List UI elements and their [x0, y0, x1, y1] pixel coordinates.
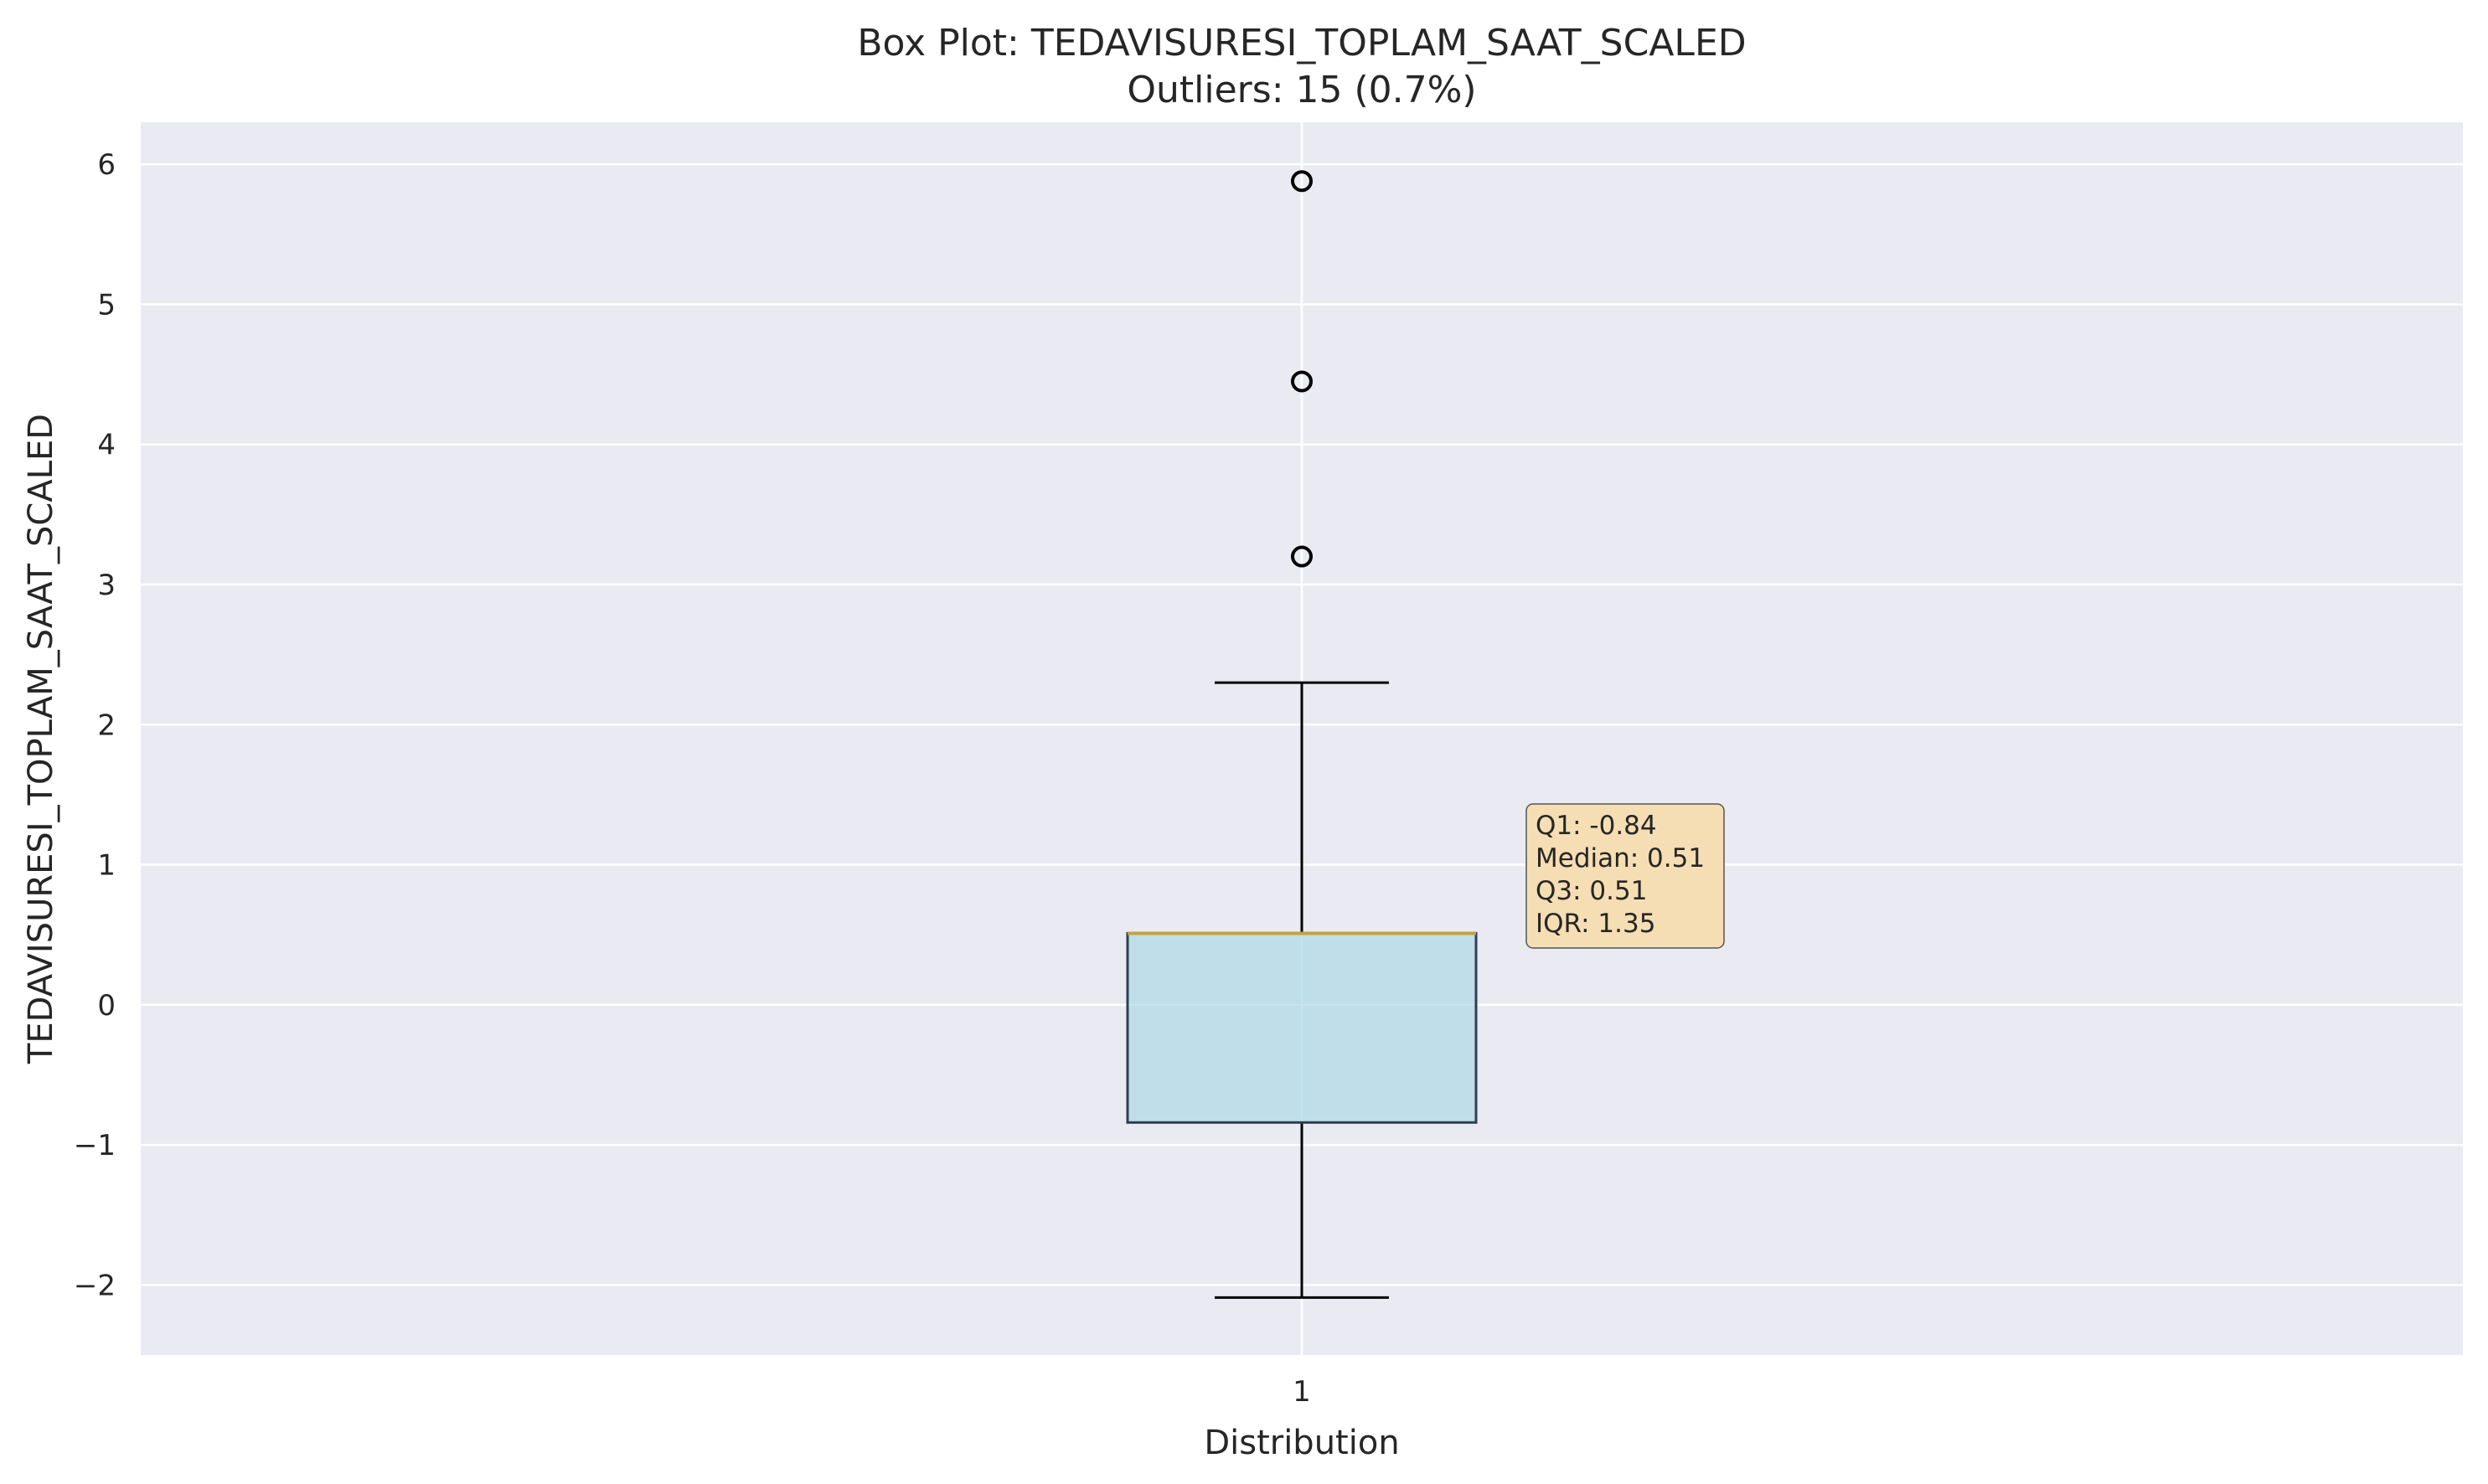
- y-tick-label: 0: [97, 989, 116, 1023]
- y-tick-label: 2: [97, 709, 116, 742]
- stats-q1: Q1: -0.84: [1536, 811, 1657, 841]
- y-tick-label: 1: [97, 849, 116, 883]
- x-tick-labels: 1: [1293, 1375, 1311, 1409]
- stats-median: Median: 0.51: [1536, 843, 1705, 873]
- y-tick-label: 4: [97, 429, 116, 462]
- y-tick-label: 3: [97, 569, 116, 602]
- y-axis-label: TEDAVISURESI_TOPLAM_SAAT_SCALED: [22, 414, 60, 1064]
- chart-subtitle: Outliers: 15 (0.7%): [1127, 69, 1476, 111]
- y-tick-labels: −2 −1 0 1 2 3 4 5 6: [74, 148, 116, 1302]
- stats-annotation: Q1: -0.84 Median: 0.51 Q3: 0.51 IQR: 1.3…: [1525, 803, 1725, 949]
- y-tick-label: 5: [97, 288, 116, 322]
- stats-box: [1525, 803, 1725, 949]
- outlier-point: [1291, 170, 1313, 193]
- y-tick-label: 6: [97, 148, 116, 182]
- x-tick-label: 1: [1293, 1375, 1311, 1409]
- x-axis-label: Distribution: [1204, 1424, 1399, 1462]
- y-tick-label: −2: [74, 1269, 116, 1302]
- outlier-point: [1291, 370, 1313, 393]
- y-tick-label: −1: [74, 1129, 116, 1162]
- chart-title: Box Plot: TEDAVISURESI_TOPLAM_SAAT_SCALE…: [857, 22, 1746, 64]
- box-elements: [1126, 681, 1478, 1299]
- outlier-points: [1291, 170, 1313, 568]
- iqr-box: [1126, 932, 1478, 1124]
- stats-q3: Q3: 0.51: [1536, 876, 1647, 906]
- stats-iqr: IQR: 1.35: [1536, 909, 1655, 939]
- outlier-point: [1291, 545, 1313, 568]
